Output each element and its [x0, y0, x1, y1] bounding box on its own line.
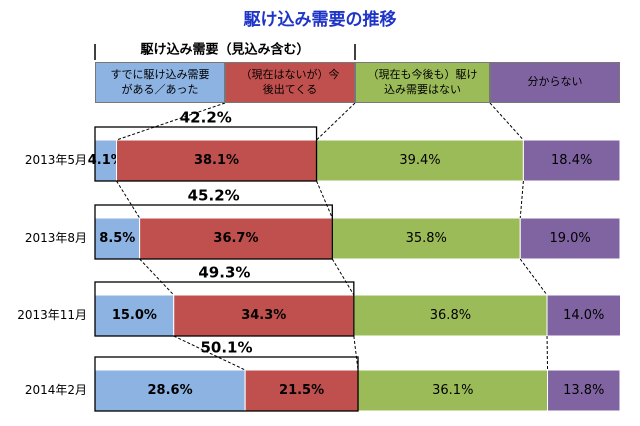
value-label: 38.1% [194, 153, 239, 168]
value-label: 21.5% [279, 383, 324, 398]
connector [316, 102, 356, 141]
value-label: 14.0% [563, 308, 604, 323]
total-label: 50.1% [200, 339, 252, 357]
legend-entry: （現在はないが）今後出てくる [225, 62, 355, 103]
legend-entry: （現在も今後も）駆け込み需要はない [355, 62, 490, 103]
value-label: 13.8% [563, 383, 604, 398]
value-label: 36.8% [430, 308, 471, 323]
bar-segment [139, 217, 333, 260]
y-tick-label: 2014年2月 [25, 383, 87, 397]
value-label: 18.4% [551, 153, 592, 168]
bar-segment [522, 139, 621, 182]
bar-segment [547, 369, 621, 412]
legend-entry: すでに駆け込み需要がある／あった [95, 62, 225, 103]
y-tick-label: 2013年11月 [17, 308, 87, 322]
connector [546, 335, 549, 371]
total-bracket [94, 356, 359, 412]
chart-title: 駆け込み需要の推移 [244, 9, 397, 30]
group-bracket [94, 44, 356, 60]
bar-segment [94, 294, 175, 337]
bar-segment [116, 139, 318, 182]
value-label: 28.6% [148, 383, 193, 398]
connector [519, 258, 548, 296]
value-label: 35.8% [406, 231, 447, 246]
total-label: 49.3% [198, 264, 250, 282]
value-label: 19.0% [549, 231, 590, 246]
y-tick-label: 2013年8月 [25, 231, 87, 245]
connector [116, 102, 226, 141]
connector [139, 258, 175, 296]
bar-segment [244, 369, 359, 412]
total-bracket [94, 204, 333, 260]
value-label: 8.5% [99, 231, 135, 246]
value-label: 36.1% [432, 383, 473, 398]
bar-segment [353, 294, 548, 337]
value-label: 34.3% [241, 308, 286, 323]
value-label: 36.7% [213, 231, 258, 246]
connector [316, 180, 333, 219]
connector [489, 102, 524, 141]
total-bracket [94, 126, 318, 182]
value-label: 15.0% [112, 308, 157, 323]
bar-segment [316, 139, 524, 182]
value-label: 4.1% [88, 153, 124, 168]
total-label: 45.2% [188, 187, 240, 205]
y-tick-label: 2013年5月 [25, 153, 87, 167]
total-label: 42.2% [180, 109, 232, 127]
legend-entry: 分からない [490, 62, 620, 103]
bar-segment [357, 369, 549, 412]
connector [353, 335, 359, 371]
value-label: 39.4% [399, 153, 440, 168]
connector [173, 335, 246, 371]
connector [116, 180, 141, 219]
bar-segment [519, 217, 621, 260]
bar-segment [546, 294, 622, 337]
total-bracket [94, 281, 355, 337]
bar-segment [331, 217, 521, 260]
connector [331, 258, 355, 296]
connector [519, 180, 524, 219]
group-label: 駆け込み需要（見込み含む） [140, 42, 309, 58]
